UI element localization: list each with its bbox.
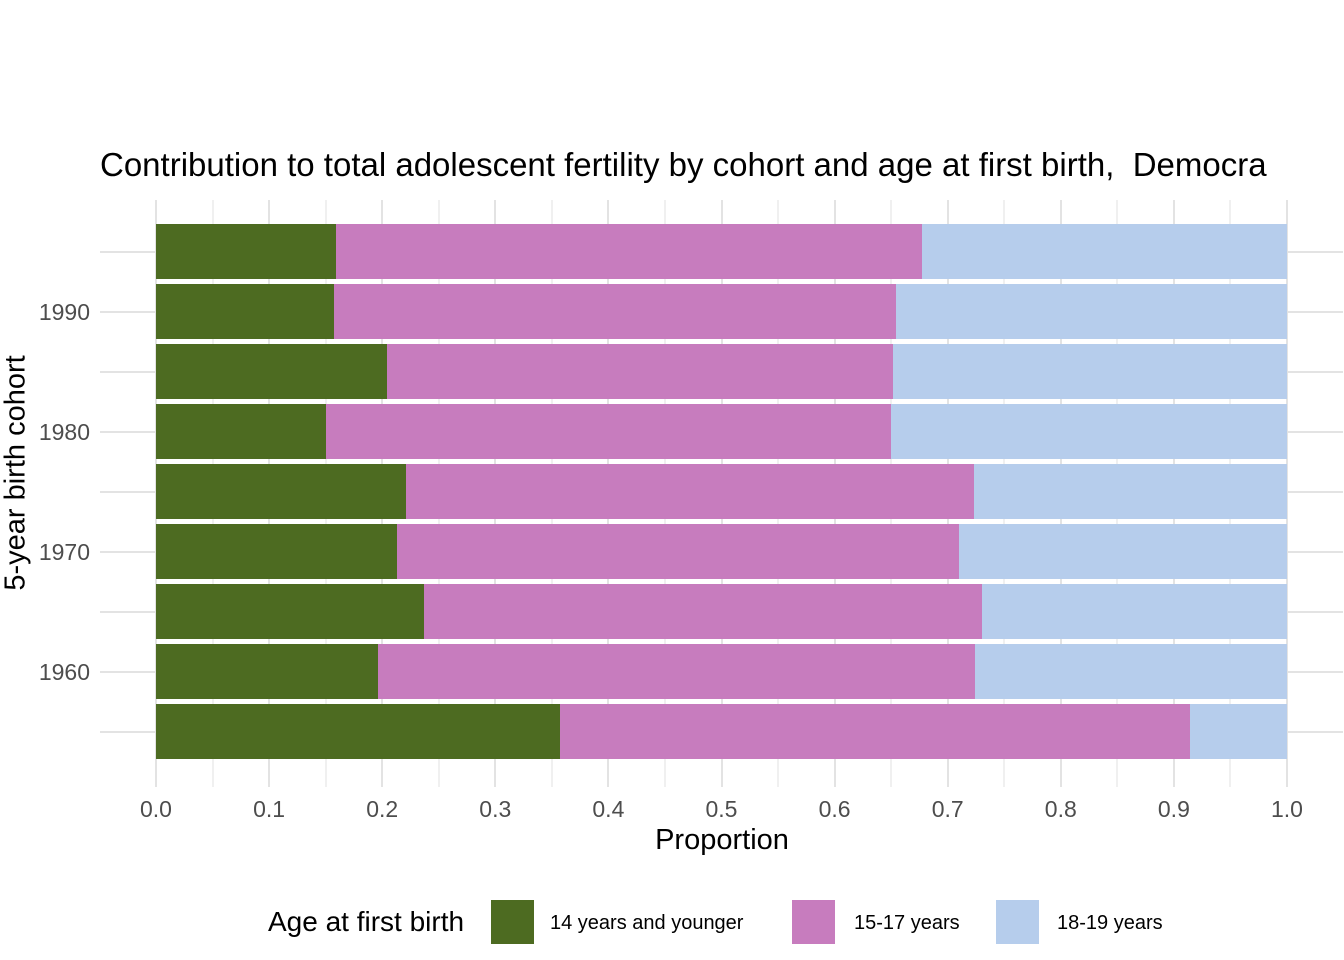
bar-1970-15-17-years (396, 524, 959, 579)
chart-title: Contribution to total adolescent fertili… (100, 146, 1267, 183)
bar-1980-14-years-and-younger (156, 404, 326, 459)
x-tick-label-0.6: 0.6 (818, 796, 851, 822)
bar-1965-15-17-years (424, 584, 982, 639)
x-tick-label-0.3: 0.3 (479, 796, 512, 822)
legend-label-14-years-and-younger: 14 years and younger (550, 912, 744, 934)
x-tick-label-0.5: 0.5 (705, 796, 738, 822)
bar-1960-15-17-years (377, 644, 975, 699)
legend-swatch-18-19-years (996, 900, 1039, 944)
bar-1970-14-years-and-younger (156, 524, 397, 579)
legend-swatch-14-years-and-younger (491, 900, 534, 944)
bar-1965-18-19-years (981, 584, 1287, 639)
x-tick-label-0.0: 0.0 (140, 796, 172, 822)
gridline-major-x-1 (1286, 200, 1288, 787)
bar-1990-15-17-years (333, 284, 896, 339)
bar-1995-15-17-years (335, 224, 922, 279)
bar-1955-14-years-and-younger (156, 704, 560, 759)
y-tick-label-1980: 1980 (38, 418, 90, 445)
plot-panel (100, 200, 1343, 787)
legend-swatch-15-17-years (792, 900, 835, 944)
bar-1970-18-19-years (959, 524, 1287, 579)
x-tick-label-0.7: 0.7 (931, 796, 964, 822)
x-tick-label-0.8: 0.8 (1044, 796, 1077, 822)
bar-1985-15-17-years (386, 344, 894, 399)
bar-1990-18-19-years (895, 284, 1287, 339)
y-tick-label-1970: 1970 (38, 538, 90, 565)
bar-1990-14-years-and-younger (156, 284, 334, 339)
bar-1960-14-years-and-younger (156, 644, 378, 699)
bar-1955-15-17-years (559, 704, 1190, 759)
bar-1985-18-19-years (893, 344, 1287, 399)
x-tick-label-1.0: 1.0 (1271, 796, 1303, 822)
x-tick-label-0.4: 0.4 (592, 796, 625, 822)
x-tick-label-0.9: 0.9 (1157, 796, 1190, 822)
bar-1965-14-years-and-younger (156, 584, 425, 639)
x-axis-title: Proportion (655, 824, 789, 856)
bar-1980-18-19-years (891, 404, 1287, 459)
x-tick-label-0.2: 0.2 (366, 796, 399, 822)
bar-1980-15-17-years (325, 404, 892, 459)
y-tick-label-1960: 1960 (38, 658, 90, 685)
bar-1975-15-17-years (405, 464, 974, 519)
y-tick-label-1990: 1990 (38, 298, 90, 325)
bar-1955-18-19-years (1189, 704, 1287, 759)
legend-label-18-19-years: 18-19 years (1057, 912, 1163, 934)
bar-1975-18-19-years (973, 464, 1287, 519)
x-tick-label-0.1: 0.1 (253, 796, 286, 822)
legend-label-15-17-years: 15-17 years (854, 912, 960, 934)
bar-1960-18-19-years (974, 644, 1287, 699)
y-axis-title: 5-year birth cohort (0, 355, 32, 591)
bar-1985-14-years-and-younger (156, 344, 387, 399)
legend-title: Age at first birth (268, 906, 465, 937)
bar-1995-18-19-years (921, 224, 1287, 279)
bar-1995-14-years-and-younger (156, 224, 336, 279)
bar-1975-14-years-and-younger (156, 464, 406, 519)
